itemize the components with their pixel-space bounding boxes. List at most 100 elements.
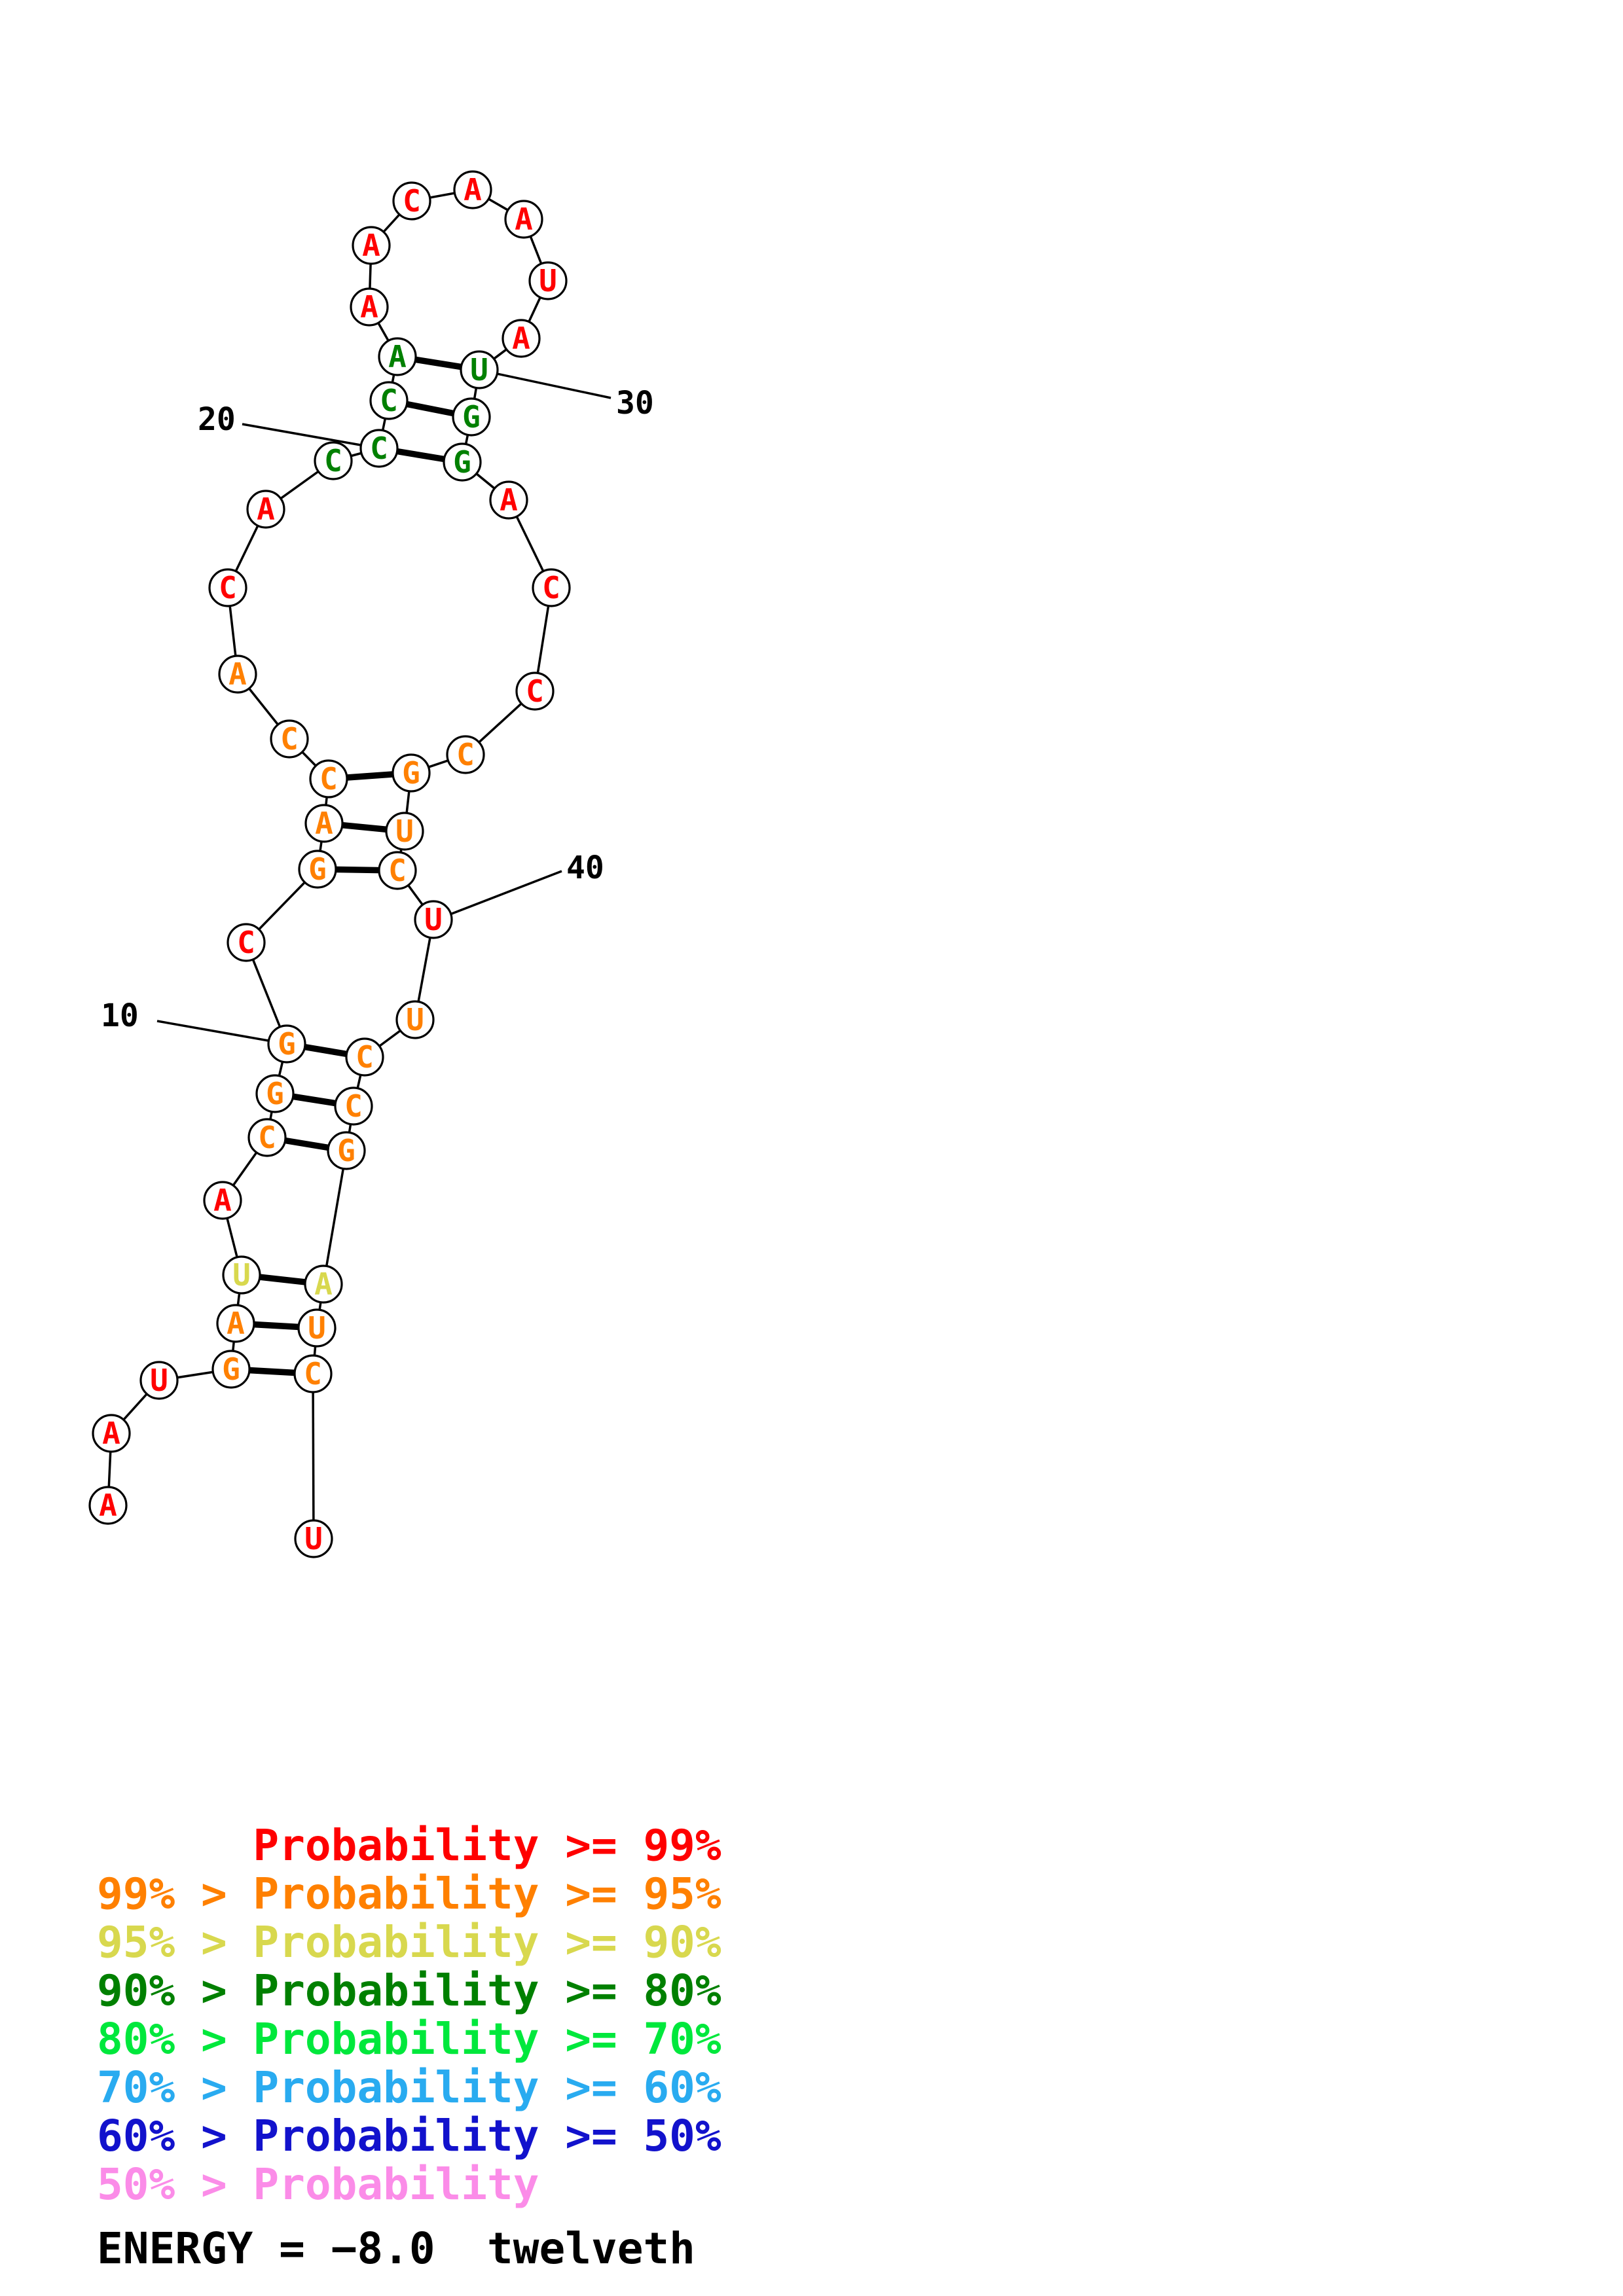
nucleotide-letter: A xyxy=(464,172,482,207)
nucleotide-circle xyxy=(515,672,555,711)
nucleotide-circle xyxy=(334,1086,373,1126)
nucleotide-circle xyxy=(345,1037,384,1077)
nucleotide-circle xyxy=(504,200,543,239)
nucleotide-letter: U xyxy=(470,352,488,387)
nucleotide-letter: U xyxy=(304,1521,323,1556)
nucleotide-circle xyxy=(208,568,247,607)
nucleotide-letter: G xyxy=(337,1133,356,1168)
nucleotide-letter: C xyxy=(344,1088,363,1124)
nucleotide-letter: A xyxy=(515,202,533,237)
legend-line-p90: 95% > Probability >= 90% xyxy=(97,1917,721,1967)
nucleotide-circle xyxy=(352,226,391,265)
nucleotide-letter: U xyxy=(232,1257,251,1293)
nucleotide-letter: C xyxy=(542,570,560,605)
nucleotide-letter: A xyxy=(362,228,380,263)
legend-line-p60: 70% > Probability >= 60% xyxy=(97,2062,721,2113)
backbone-link xyxy=(312,1373,315,1539)
position-label: 30 xyxy=(616,385,654,422)
nucleotide-circle xyxy=(294,1519,333,1558)
nucleotide-circle xyxy=(203,1181,242,1220)
nucleotide-circle xyxy=(222,1255,261,1295)
nucleotide-letter: C xyxy=(456,737,475,772)
position-label-line xyxy=(451,870,562,915)
nucleotide-circle xyxy=(267,1024,306,1064)
nucleotide-circle xyxy=(501,319,541,358)
nucleotide-letter: A xyxy=(213,1183,232,1218)
nucleotide-circle xyxy=(255,1074,295,1113)
nucleotide-letter: C xyxy=(237,925,255,960)
legend-line-p99: Probability >= 99% xyxy=(97,1820,721,1871)
nucleotide-circle xyxy=(395,1000,435,1039)
nucleotide-letter: C xyxy=(380,383,398,418)
nucleotide-letter: A xyxy=(500,482,518,518)
nucleotide-circle xyxy=(392,181,431,221)
nucleotide-circle xyxy=(385,812,424,851)
position-label: 20 xyxy=(198,401,236,438)
nucleotide-letter: A xyxy=(388,339,407,374)
nucleotide-circle xyxy=(489,480,528,520)
position-label-line xyxy=(242,423,361,446)
nucleotide-letter: U xyxy=(424,902,443,937)
nucleotide-circle xyxy=(452,397,491,437)
nucleotide-letter: G xyxy=(453,444,471,480)
nucleotide-letter: C xyxy=(370,431,388,466)
nucleotide-letter: A xyxy=(315,806,333,841)
nucleotide-letter: U xyxy=(539,263,557,298)
legend-line-p50: 60% > Probability >= 50% xyxy=(97,2111,721,2161)
nucleotide-circle xyxy=(443,442,482,482)
nucleotide-circle xyxy=(378,337,417,376)
nucleotide-letter: C xyxy=(280,721,299,757)
nucleotide-circle xyxy=(528,261,568,300)
nucleotide-letter: C xyxy=(388,853,407,888)
energy-annotation: ENERGY = −8.0 twelveth xyxy=(97,2223,695,2274)
nucleotide-letter: G xyxy=(266,1076,284,1111)
nucleotide-circle xyxy=(309,759,348,798)
nucleotide-letter: A xyxy=(99,1488,117,1523)
nucleotide-letter: C xyxy=(526,673,544,709)
nucleotide-circle xyxy=(314,441,353,480)
nucleotide-letter: U xyxy=(308,1310,326,1346)
nucleotide-circle xyxy=(369,381,409,420)
position-label: 40 xyxy=(566,850,604,886)
nucleotide-letter: C xyxy=(356,1039,374,1075)
backbone-link xyxy=(322,1150,348,1285)
nucleotide-circle xyxy=(446,735,485,774)
nucleotide-letter: A xyxy=(227,1306,245,1341)
legend-line-p80: 90% > Probability >= 80% xyxy=(97,1965,721,2016)
nucleotide-circle xyxy=(247,1118,287,1157)
nucleotide-letter: G xyxy=(278,1026,296,1062)
nucleotide-letter: U xyxy=(395,814,414,849)
nucleotide-circle xyxy=(392,753,431,793)
nucleotide-letter: U xyxy=(406,1002,424,1037)
nucleotide-letter: C xyxy=(304,1356,322,1391)
nucleotide-circle xyxy=(218,655,257,694)
nucleotide-circle xyxy=(293,1354,333,1393)
nucleotide-letter: G xyxy=(402,755,420,791)
nucleotide-letter: A xyxy=(314,1266,333,1302)
nucleotide-letter: A xyxy=(228,656,247,692)
position-label: 10 xyxy=(101,997,139,1034)
nucleotide-circle xyxy=(327,1131,366,1170)
nucleotide-circle xyxy=(297,1308,337,1348)
nucleotide-letter: A xyxy=(512,321,530,356)
nucleotide-letter: A xyxy=(360,289,378,325)
nucleotide-circle xyxy=(227,923,266,962)
nucleotide-circle xyxy=(304,804,344,843)
nucleotide-letter: A xyxy=(257,492,275,527)
probability-legend: Probability >= 99% 99% > Probability >= … xyxy=(97,1820,721,2210)
nucleotide-circle xyxy=(246,490,285,529)
nucleotide-letter: A xyxy=(102,1416,120,1451)
nucleotide-circle xyxy=(139,1361,179,1400)
nucleotide-letter: C xyxy=(258,1120,276,1155)
nucleotide-circle xyxy=(270,719,309,759)
nucleotide-circle xyxy=(414,900,453,939)
nucleotide-circle xyxy=(378,851,417,890)
nucleotide-circle xyxy=(216,1304,255,1343)
nucleotide-circle xyxy=(350,287,389,327)
legend-line-p70: 80% > Probability >= 70% xyxy=(97,2014,721,2064)
nucleotide-letter: G xyxy=(308,852,327,887)
nucleotide-letter: C xyxy=(219,570,237,605)
nucleotide-circle xyxy=(92,1414,131,1453)
nucleotide-letter: U xyxy=(150,1363,168,1398)
